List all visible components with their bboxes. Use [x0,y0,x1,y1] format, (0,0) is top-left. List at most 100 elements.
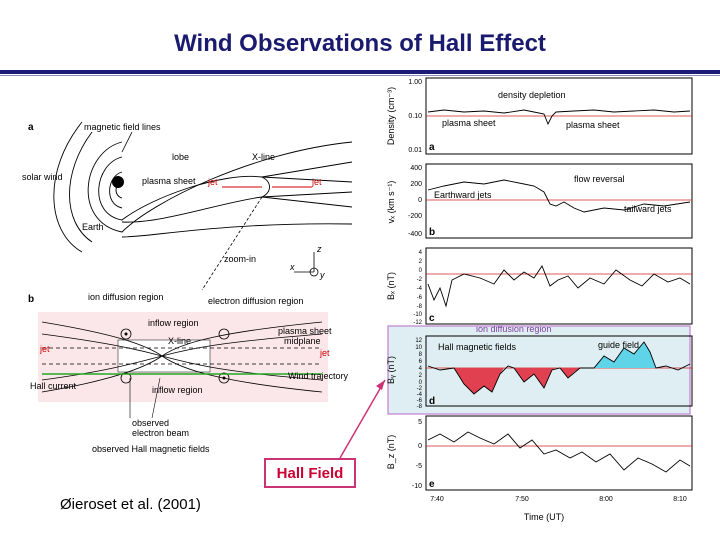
by-positive-fill [594,342,656,368]
tick-d-3: 6 [419,359,423,365]
panel-a-letter: a [429,142,435,153]
title-divider-thin [0,75,720,76]
tick-d-8: -4 [417,392,423,398]
time-tick-0: 7:40 [430,496,444,503]
by-ylabel: Bᵧ (nT) [386,356,396,384]
hall-field-callout: Hall Field [264,458,356,488]
time-axis-label: Time (UT) [524,512,564,522]
panel-b-label: b [28,294,34,305]
axes-glyph [294,252,315,273]
electron-beam-label: electron beam [132,428,189,438]
panel-c-frame [425,247,693,325]
electron-diffusion-region-box [117,339,211,373]
time-tick-3: 8:10 [673,496,687,503]
tick-c-3: -2 [417,277,423,283]
ion-diffusion-region-label: ion diffusion region [88,292,163,302]
earth-label: Earth [82,222,104,232]
panel-b-frame [425,163,693,239]
tick-d-9: -6 [417,398,423,404]
annotation-pointers [129,377,161,419]
flow-reversal-label: flow reversal [574,174,625,184]
out-of-plane-dot-icon [120,328,132,340]
panel-e-frame [425,415,693,491]
vx-ylabel: vₓ (km s⁻¹) [386,181,396,224]
density-ylabel: Density (cm⁻³) [386,87,396,145]
tick-c-6: -8 [417,304,423,310]
tick-d-4: 4 [419,366,423,372]
tick-e-3: -10 [412,483,422,490]
tick-c-4: -4 [417,286,423,292]
axis-z-label: z [316,244,322,254]
tick-a-0: 1.00 [408,79,422,86]
by-trace [427,341,691,395]
tick-e-0: 5 [418,419,422,426]
guide-field-label: guide field [598,340,639,350]
density-trace [427,109,691,126]
earthward-jets-label: Earthward jets [434,190,492,200]
panel-d-letter: d [429,396,435,407]
tick-d-5: 2 [419,373,423,379]
out-of-plane-dot-center [124,332,128,336]
magnetic-field-lines-label: magnetic field lines [84,122,161,132]
lobe-label: lobe [172,152,189,162]
midplane-label: midplane [284,336,321,346]
bz-trace [427,431,691,473]
bx-trace [427,265,691,308]
tick-c-5: -6 [417,295,423,301]
inflow-region-top-label: inflow region [148,318,199,328]
axis-x-label: x [289,262,295,272]
tick-c-2: 0 [419,268,423,274]
jet-right-label-b: jet [319,348,330,358]
tick-b-0: 400 [410,165,422,172]
ion-diffusion-region-plot-label: ion diffusion region [476,324,551,334]
tick-d-2: 8 [419,352,423,358]
tick-c-0: 4 [419,250,423,256]
tailward-jets-label: tailward jets [624,204,672,214]
plasma-sheet-label-a: plasma sheet [142,176,196,186]
density-depletion-label: density depletion [498,90,566,100]
tick-d-7: -2 [417,386,423,392]
jet-left-label-a: jet [207,177,218,187]
panel-c-letter: c [429,313,435,324]
axis-y-label: y [319,270,325,280]
axis-y-glyph [309,267,319,277]
tick-a-2: 0.01 [408,147,422,154]
hall-magnetic-fields-label: Hall magnetic fields [438,342,517,352]
out-of-plane-dot-center-lower [222,376,226,380]
wind-trajectory-label: Wind trajectory [288,371,349,381]
reconnection-schematic: a magnetic field lines lobe X-line solar… [22,121,353,454]
x-line-label-a: X-line [252,152,275,162]
earth-icon [112,176,124,188]
tick-b-1: 200 [410,181,422,188]
time-tick-1: 7:50 [515,496,529,503]
inflow-region-bottom-label: inflow region [152,385,203,395]
into-plane-cross-icon-lower [120,372,132,384]
out-of-plane-dot-icon-lower [218,372,230,384]
tick-d-10: -8 [417,404,423,410]
vx-trace [427,179,691,213]
title-divider [0,70,720,74]
panel-a-label: a [28,122,34,133]
plasma-sheet-label-b: plasma sheet [278,326,332,336]
field-lines-b [41,321,323,393]
observed-hall-fields-label: observed Hall magnetic fields [92,444,210,454]
tick-b-4: -400 [408,231,422,238]
jet-right-label-a: jet [311,177,322,187]
tick-c-1: 2 [419,259,423,265]
time-series-figure: Density (cm⁻³) vₓ (km s⁻¹) Bₓ (nT) Bᵧ (n… [386,77,693,522]
tick-c-7: -10 [413,312,422,318]
tick-a-1: 0.10 [408,113,422,120]
electron-diffusion-region-label: electron diffusion region [208,296,303,306]
by-negative-fill-2 [514,368,556,388]
tick-d-6: 0 [419,380,423,386]
by-negative-fill-1 [454,368,504,394]
x-line-label-b: X-line [168,336,191,346]
tick-c-8: -12 [413,320,422,326]
into-plane-cross-icon [218,328,230,340]
citation: Øieroset et al. (2001) [60,496,201,513]
solar-wind-label: solar wind [22,172,63,182]
time-tick-2: 8:00 [599,496,613,503]
zoom-in-arrow [201,196,263,291]
tick-d-1: 10 [415,345,422,351]
bx-ylabel: Bₓ (nT) [386,272,396,300]
